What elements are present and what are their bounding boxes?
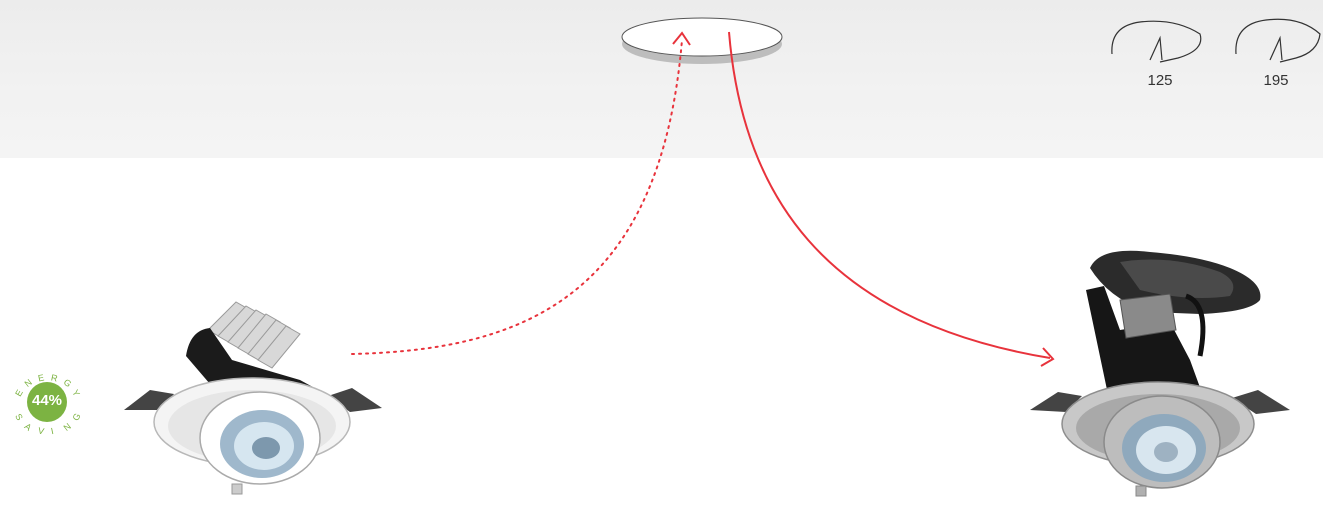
halide-lamp-image <box>1030 250 1290 497</box>
solid-arrow-path <box>728 31 1051 359</box>
ceiling-hole-icon <box>621 17 783 64</box>
led-lamp-image <box>124 301 382 495</box>
dotted-arrowhead-icon <box>672 31 691 46</box>
badge-percent: 44% <box>31 392 63 409</box>
dotted-arrow-path <box>351 39 683 355</box>
energy-saving-badge: 44% E N E R G Y S A V I N G <box>8 368 86 446</box>
size-label-195: 195 <box>1263 72 1289 89</box>
size-label-125: 125 <box>1147 72 1173 89</box>
size-large-icon <box>1235 18 1321 63</box>
badge-letter: R <box>50 372 59 384</box>
badge-circle-icon <box>27 382 67 422</box>
size-small-icon <box>1111 20 1202 63</box>
solid-arrowhead-icon <box>1040 347 1055 367</box>
